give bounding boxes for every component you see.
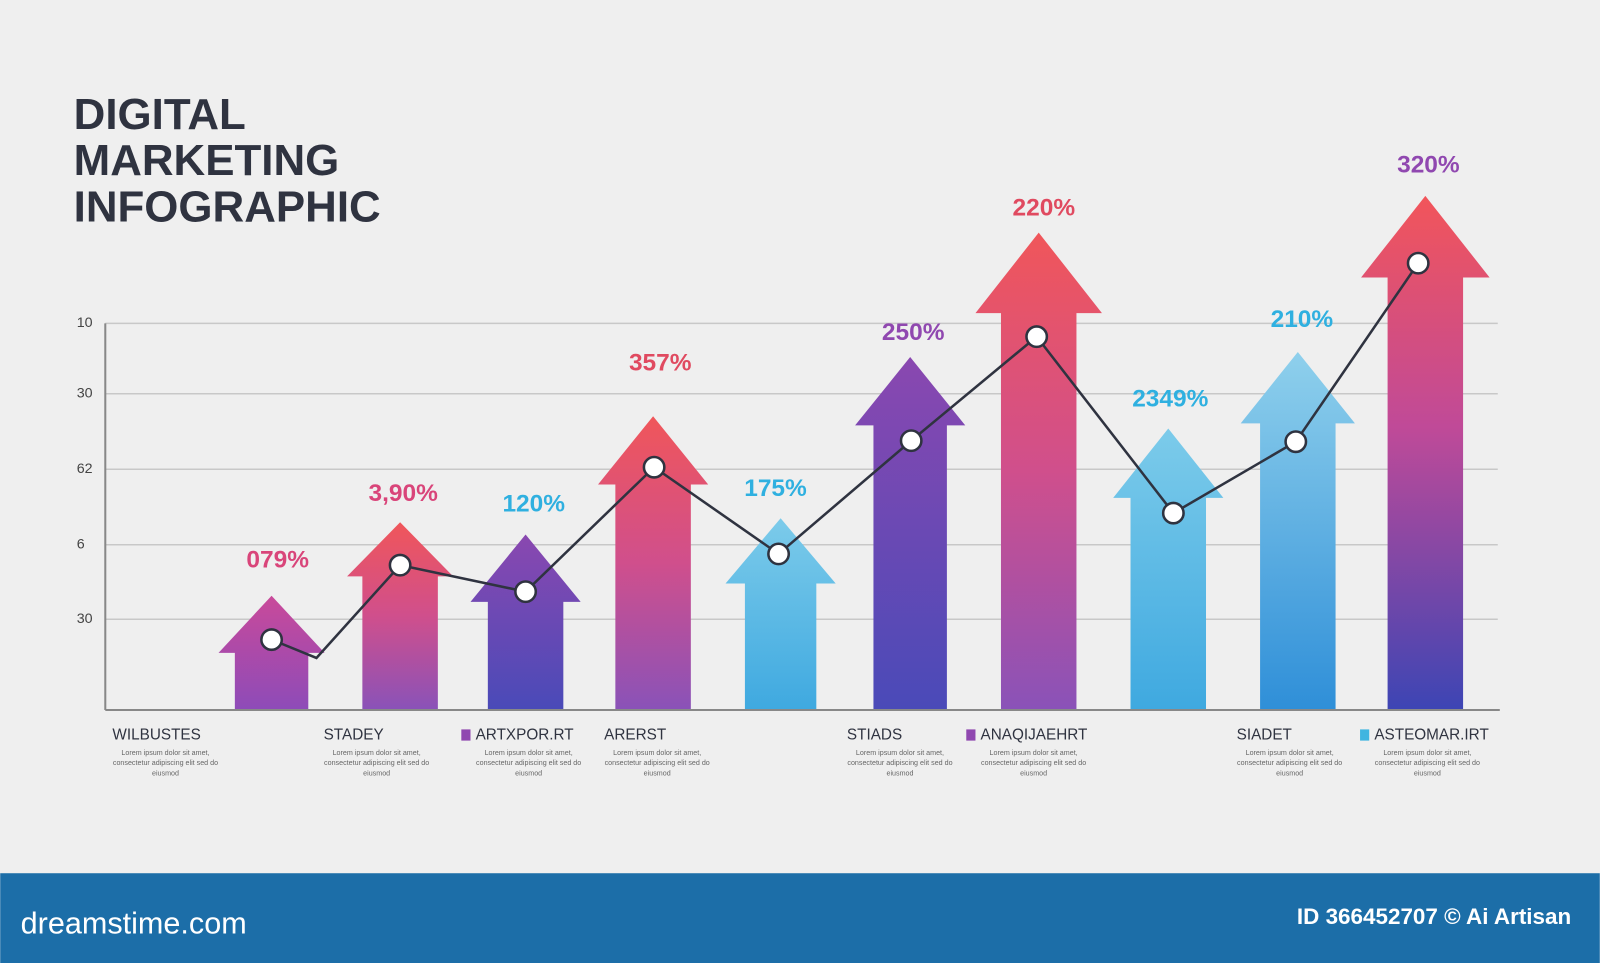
title-line: MARKETING (74, 136, 340, 185)
arrow (598, 416, 709, 709)
category-name: ARERST (604, 727, 666, 744)
trend-point (260, 628, 284, 652)
arrow-label: 175% (744, 475, 807, 502)
trend-point (642, 455, 666, 479)
arrow-label: 250% (882, 319, 945, 346)
title-line: INFOGRAPHIC (74, 183, 381, 232)
arrow (855, 357, 966, 709)
trend-point (1025, 325, 1049, 349)
arrow (1240, 351, 1355, 709)
arrow-label: 220% (1013, 195, 1076, 222)
category-text: Lorem ipsum dolor sit amet, consectetur … (476, 749, 582, 778)
footer-site: dreamstime.com (21, 906, 247, 940)
category-text: Lorem ipsum dolor sit amet, consectetur … (847, 749, 953, 778)
arrow-label: 210% (1271, 306, 1334, 333)
categories: WILBUSTES Lorem ipsum dolor sit amet, con… (112, 727, 1488, 778)
category-text-box: Lorem ipsum dolor sit amet, consectetur … (476, 749, 582, 778)
footer-credit: ID 366452707 © Ai Artisan (1297, 904, 1571, 929)
arrow (1113, 428, 1224, 709)
axis-label: 30 (77, 611, 93, 627)
category-text: Lorem ipsum dolor sit amet, consectetur … (604, 749, 710, 778)
category-text-box: Lorem ipsum dolor sit amet, consectetur … (1237, 749, 1343, 778)
category-text-box: Lorem ipsum dolor sit amet, consectetur … (1374, 749, 1480, 778)
category-text-box: Lorem ipsum dolor sit amet, consectetur … (324, 749, 430, 778)
arrow (347, 522, 454, 709)
category-marker (1360, 729, 1370, 741)
arrow (1361, 195, 1490, 709)
category-name: ARTXPOR.RT (476, 727, 574, 744)
arrow-label: 320% (1397, 152, 1460, 179)
category-text: Lorem ipsum dolor sit amet, consectetur … (324, 749, 430, 778)
trend-point (767, 542, 791, 566)
category-name: ANAQIJAEHRT (981, 727, 1088, 744)
category-marker (461, 729, 471, 741)
axis-label: 30 (77, 386, 93, 402)
axis-label: 6 (77, 537, 85, 553)
arrow (975, 232, 1102, 709)
category-name: STADEY (324, 727, 384, 744)
title: DIGITAL MARKETING INFOGRAPHIC (74, 90, 381, 232)
trend-point (388, 553, 412, 577)
trend-point (1406, 251, 1430, 275)
arrows: 079% 3,90% 120% 357% 175% 250% 220% 2349% 210% 32… (218, 152, 1490, 709)
trend-point (899, 429, 923, 453)
category-name: STIADS (847, 727, 902, 744)
axis-label: 10 (77, 315, 93, 331)
trend-point (514, 580, 538, 604)
category-text-box: Lorem ipsum dolor sit amet, consectetur … (981, 749, 1087, 778)
arrow (470, 534, 581, 709)
category-text-box: Lorem ipsum dolor sit amet, consectetur … (847, 749, 953, 778)
category-text-box: Lorem ipsum dolor sit amet, consectetur … (112, 749, 219, 778)
trend-point (1161, 501, 1185, 525)
category-text: Lorem ipsum dolor sit amet, consectetur … (1374, 749, 1480, 778)
title-line: DIGITAL (74, 90, 246, 139)
category-text-box: Lorem ipsum dolor sit amet, consectetur … (604, 749, 710, 778)
category-name: SIADET (1237, 727, 1292, 744)
category-name: ASTEOMAR.IRT (1374, 727, 1488, 744)
arrow-label: 3,90% (368, 480, 438, 507)
arrow-label: 357% (629, 350, 692, 377)
category-name: WILBUSTES (112, 727, 200, 744)
category-text: Lorem ipsum dolor sit amet, consectetur … (112, 749, 219, 778)
footer-band (0, 873, 1600, 963)
category-text: Lorem ipsum dolor sit amet, consectetur … (1237, 749, 1343, 778)
arrow (725, 518, 836, 709)
trend-point (1284, 430, 1308, 454)
arrow (218, 595, 325, 709)
arrow-label: 120% (502, 490, 565, 517)
axis-label: 62 (77, 461, 93, 477)
trend-line (271, 262, 1420, 660)
category-marker (966, 729, 976, 741)
category-text: Lorem ipsum dolor sit amet, consectetur … (981, 749, 1087, 778)
arrow-label: 2349% (1132, 385, 1208, 412)
arrow-label: 079% (246, 547, 309, 574)
